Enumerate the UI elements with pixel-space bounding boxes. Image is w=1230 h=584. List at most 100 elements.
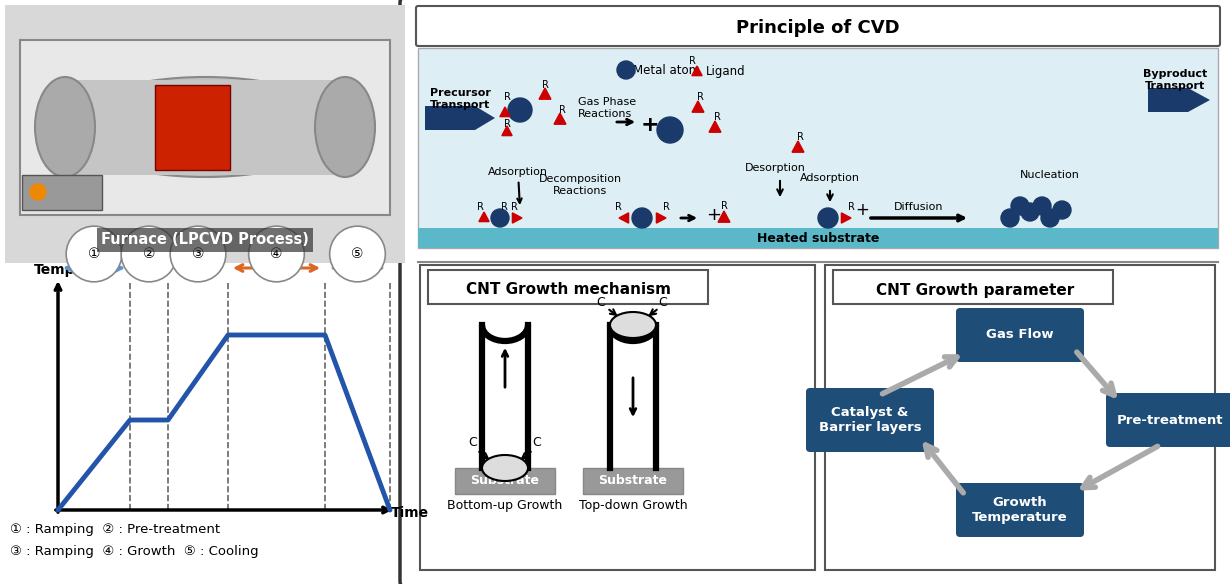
FancyBboxPatch shape [455,468,555,494]
Circle shape [1001,209,1018,227]
Bar [5,5,405,263]
FancyBboxPatch shape [806,388,934,452]
Text: R: R [689,56,695,66]
Text: R: R [510,202,518,212]
Polygon shape [692,101,704,112]
FancyBboxPatch shape [956,483,1084,537]
FancyBboxPatch shape [419,265,815,570]
FancyBboxPatch shape [583,468,683,494]
Polygon shape [539,88,551,99]
Circle shape [508,98,533,122]
Polygon shape [792,141,804,152]
Bar [155,85,230,170]
Text: Bottom-up Growth: Bottom-up Growth [448,499,562,512]
Text: +: + [706,206,721,224]
Text: R: R [541,80,549,90]
Text: R: R [503,119,510,129]
Circle shape [1021,203,1039,221]
Text: R: R [476,202,483,212]
Text: Principle of CVD: Principle of CVD [737,19,900,37]
FancyBboxPatch shape [400,0,1230,584]
Circle shape [617,61,635,79]
Text: Top-down Growth: Top-down Growth [578,499,688,512]
Polygon shape [619,213,629,223]
Ellipse shape [65,77,344,177]
FancyBboxPatch shape [956,308,1084,362]
FancyArrow shape [426,106,494,130]
Text: CNT Growth mechanism: CNT Growth mechanism [465,283,670,297]
Text: Pre-treatment: Pre-treatment [1117,413,1224,426]
Text: Ligand: Ligand [706,64,745,78]
Text: ④: ④ [271,247,283,261]
Polygon shape [554,113,566,124]
Bar [20,40,390,215]
Text: R: R [663,202,669,212]
Polygon shape [502,126,512,135]
Circle shape [491,209,509,227]
Text: R: R [558,105,566,115]
Polygon shape [841,213,851,223]
Text: Time: Time [391,506,429,520]
Polygon shape [692,66,702,75]
Circle shape [632,208,652,228]
Text: Temp: Temp [34,263,76,277]
Text: ① : Ramping  ② : Pre-treatment: ① : Ramping ② : Pre-treatment [10,523,220,537]
Polygon shape [499,107,510,117]
Text: Metal atom: Metal atom [633,64,700,77]
Circle shape [818,208,838,228]
Text: ②: ② [143,247,155,261]
Text: Heated substrate: Heated substrate [756,231,879,245]
Circle shape [1033,197,1050,215]
Ellipse shape [610,312,656,338]
Circle shape [1041,209,1059,227]
Text: Substrate: Substrate [471,474,540,488]
Text: Adsorption: Adsorption [800,173,860,183]
Text: R: R [501,202,508,212]
Text: Gas Phase
Reactions: Gas Phase Reactions [578,97,636,119]
Text: Adsorption: Adsorption [488,167,549,203]
Polygon shape [657,213,665,223]
Text: Diffusion: Diffusion [894,202,943,212]
Text: ③ : Ramping  ④ : Growth  ⑤ : Cooling: ③ : Ramping ④ : Growth ⑤ : Cooling [10,545,258,558]
Polygon shape [478,212,490,221]
FancyBboxPatch shape [1106,393,1230,447]
Text: Growth
Temperature: Growth Temperature [972,496,1068,524]
FancyBboxPatch shape [416,6,1220,46]
Text: R: R [797,132,803,142]
FancyBboxPatch shape [825,265,1215,570]
Text: Nucleation: Nucleation [1020,170,1080,180]
Text: ⑤: ⑤ [352,247,364,261]
Text: R: R [721,201,727,211]
Text: Desorption: Desorption [744,163,806,173]
Text: ③: ③ [192,247,204,261]
Text: C: C [469,436,477,450]
Text: R: R [847,202,855,212]
Bar [22,175,102,210]
Ellipse shape [315,77,375,177]
Bar [65,80,344,175]
Text: ①: ① [87,247,101,261]
Ellipse shape [482,455,528,481]
Text: C: C [597,297,605,310]
Circle shape [30,184,46,200]
Text: C: C [533,436,541,450]
Circle shape [1011,197,1030,215]
Text: +: + [641,115,659,135]
Text: Gas Flow: Gas Flow [986,328,1054,342]
Circle shape [1053,201,1071,219]
Text: Precursor
Transport: Precursor Transport [429,88,491,110]
Text: C: C [658,297,668,310]
Text: R: R [696,92,704,102]
Text: Furnace (LPCVD Process): Furnace (LPCVD Process) [101,232,309,248]
Text: R: R [503,92,510,102]
Polygon shape [718,211,729,222]
Text: R: R [615,202,621,212]
Text: Byproduct
Transport: Byproduct Transport [1143,69,1207,91]
Text: Catalyst &
Barrier layers: Catalyst & Barrier layers [819,406,921,434]
Polygon shape [513,213,522,223]
Circle shape [657,117,683,143]
FancyBboxPatch shape [428,270,708,304]
Text: R: R [713,112,721,122]
FancyArrow shape [1148,88,1210,112]
FancyBboxPatch shape [833,270,1113,304]
